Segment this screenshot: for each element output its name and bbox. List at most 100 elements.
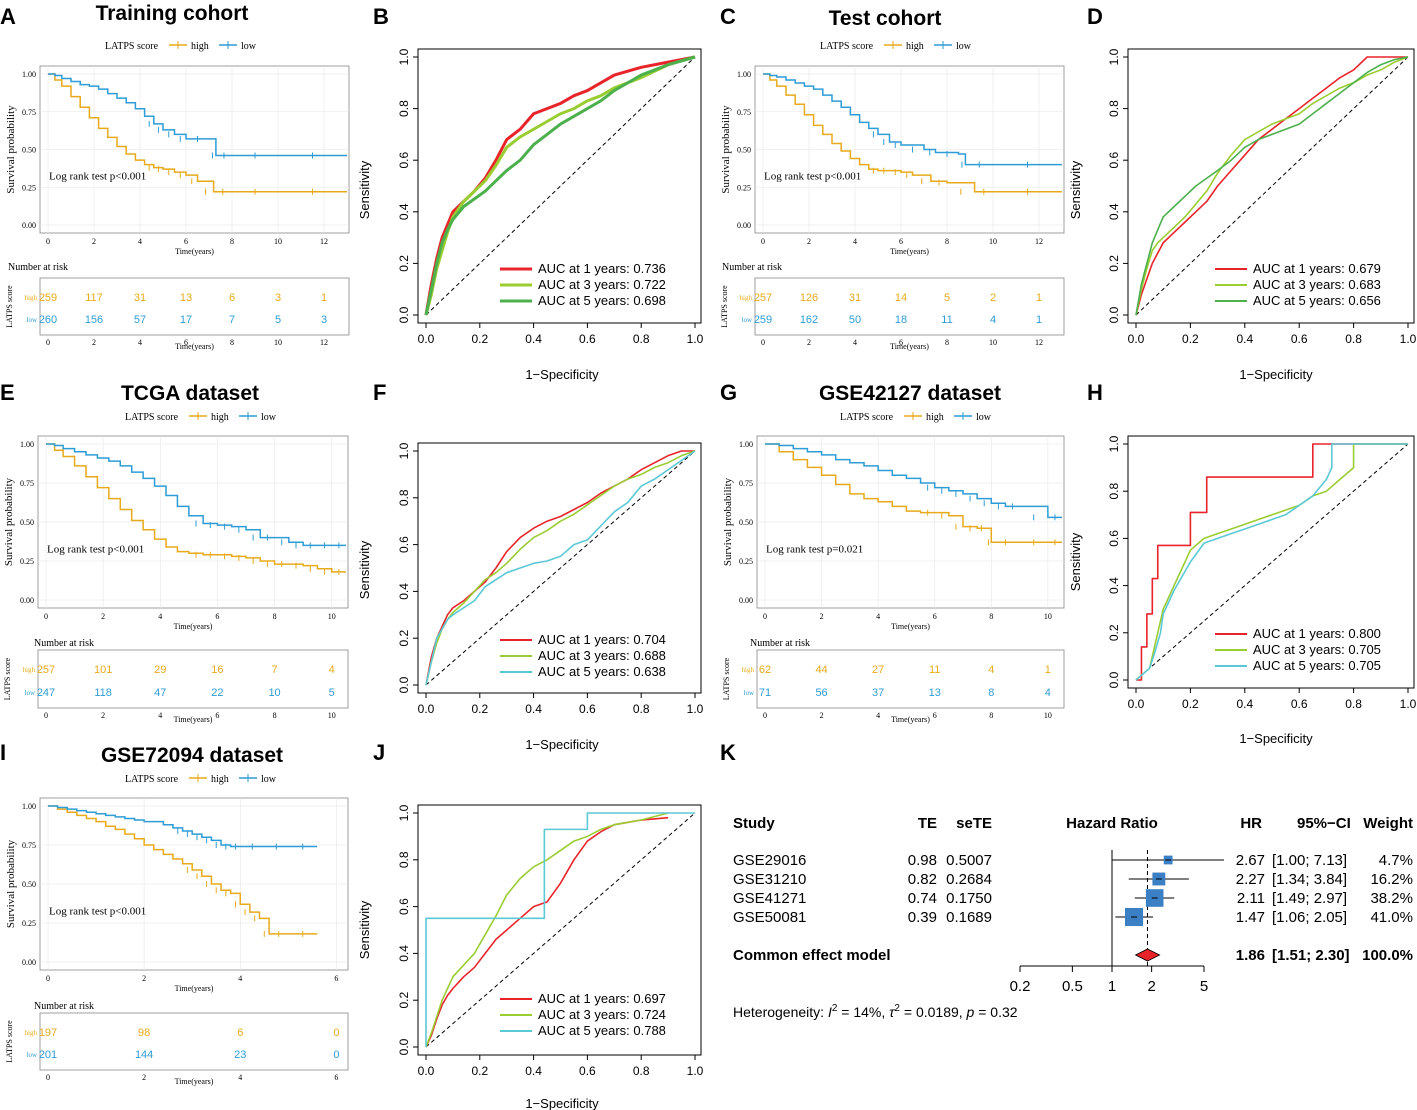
km-curve-low	[763, 73, 1062, 166]
x-tick-label: 0.6	[579, 1064, 596, 1078]
km-title: TCGA dataset	[121, 382, 259, 405]
het-tau-sup: 2	[894, 1003, 900, 1014]
y-tick-label: 0.6	[397, 152, 411, 169]
risk-count-high: 62	[759, 664, 771, 676]
x-tick-label: 1.0	[687, 702, 704, 716]
het-p-value: = 0.32	[974, 1004, 1017, 1020]
study-te: 0.82	[908, 871, 937, 888]
roc-panel-F: F 0.0 0.0 0.2 0.2 0.4 0.4 0.6 0.6 0.8 0.8 1.0 1.0 1−S…	[357, 380, 704, 752]
x-axis-label: Time(years)	[174, 622, 213, 631]
x-tick-label: 1.0	[687, 332, 704, 346]
roc-panel-D: D 0.0 0.0 0.2 0.2 0.4 0.4 0.6 0.6 0.8 0.8 1.0 1.0 1−S…	[1068, 4, 1417, 382]
risk-x-tick: 10	[274, 338, 282, 347]
logrank-pvalue: Log rank test p<0.001	[764, 171, 861, 183]
risk-table-frame	[39, 277, 350, 336]
het-tau-value: = 0.0189,	[900, 1004, 967, 1020]
study-ci: [1.49; 2.97]	[1272, 890, 1347, 907]
x-tick-label: 1.0	[1400, 332, 1417, 346]
logrank-pvalue: Log rank test p<0.001	[47, 544, 144, 556]
risk-count-low: 5	[329, 687, 335, 699]
risk-count-low: 118	[94, 687, 112, 699]
risk-row-label-low: low	[27, 1051, 38, 1059]
risk-table-title: Number at risk	[34, 1001, 94, 1012]
y-tick-label: 0.00	[22, 958, 36, 967]
risk-count-low: 144	[135, 1049, 153, 1061]
risk-count-low: 10	[268, 687, 280, 699]
y-tick-label: 0.50	[739, 518, 753, 527]
risk-count-high: 257	[37, 664, 55, 676]
roc-plot-frame	[417, 442, 702, 694]
hr-axis-tick-label: 1	[1108, 978, 1116, 995]
study-sete: 0.1750	[946, 890, 992, 907]
risk-count-low: 4	[1045, 687, 1051, 699]
legend-label-1: AUC at 1 years: 0.697	[538, 991, 666, 1006]
legend-low-label: low	[241, 41, 257, 52]
risk-count-low: 57	[134, 314, 146, 326]
legend-label-2: AUC at 3 years: 0.688	[538, 648, 666, 663]
risk-x-tick: 2	[820, 711, 824, 720]
y-axis-label: Survival probability	[722, 477, 734, 566]
hr-axis-tick-label: 0.5	[1062, 978, 1083, 995]
x-tick-label: 6	[215, 612, 219, 621]
legend-label-1: AUC at 1 years: 0.679	[1253, 261, 1381, 276]
x-tick-label: 2	[807, 237, 811, 246]
x-tick-label: 6	[899, 237, 903, 246]
risk-x-tick: 8	[989, 711, 993, 720]
het-tau-symbol: τ	[889, 1004, 895, 1020]
risk-table-ylabel: LATPS score	[5, 1020, 14, 1063]
panel-letter-J: J	[373, 740, 385, 765]
x-tick-label: 6	[334, 974, 338, 983]
y-tick-label: 0.8	[397, 851, 411, 868]
x-tick-label: 4	[138, 237, 142, 246]
y-tick-label: 0.2	[1107, 624, 1121, 641]
legend-title: LATPS score	[125, 412, 179, 423]
x-axis-label: 1−Specificity	[1239, 731, 1313, 746]
legend-high-label: high	[191, 41, 209, 52]
risk-table-title: Number at risk	[750, 638, 810, 649]
panel-letter-H: H	[1087, 380, 1103, 405]
x-tick-label: 0.2	[471, 332, 488, 346]
km-legend: LATPS score high low	[125, 412, 277, 423]
x-tick-label: 0.0	[418, 332, 435, 346]
study-te: 0.74	[908, 890, 937, 907]
x-axis-label: 1−Specificity	[525, 737, 599, 752]
risk-x-tick: 6	[933, 711, 937, 720]
risk-count-low: 13	[929, 687, 941, 699]
risk-count-high: 5	[944, 292, 950, 304]
risk-count-low: 0	[333, 1049, 339, 1061]
risk-count-low: 162	[800, 314, 818, 326]
risk-count-high: 4	[988, 664, 994, 676]
risk-table-ylabel: LATPS score	[3, 657, 12, 700]
x-tick-label: 0.4	[525, 332, 542, 346]
risk-count-low: 7	[229, 314, 235, 326]
risk-x-tick: 10	[328, 711, 336, 720]
header-study: Study	[733, 815, 775, 832]
risk-count-low: 50	[849, 314, 861, 326]
risk-x-tick: 4	[876, 711, 880, 720]
y-tick-label: 0.25	[22, 183, 36, 192]
x-tick-label: 4	[853, 237, 857, 246]
study-hr: 2.67	[1236, 852, 1265, 869]
het-prefix: Heterogeneity:	[733, 1004, 828, 1020]
y-tick-label: 0.75	[22, 108, 36, 117]
x-tick-label: 12	[1035, 237, 1043, 246]
risk-count-high: 44	[815, 664, 827, 676]
y-tick-label: 0.2	[397, 255, 411, 272]
legend-label-3: AUC at 5 years: 0.788	[538, 1023, 666, 1038]
legend-label-2: AUC at 3 years: 0.683	[1253, 277, 1381, 292]
risk-count-high: 1	[1045, 664, 1051, 676]
y-axis-label: Survival probability	[5, 105, 17, 194]
x-tick-label: 0.8	[633, 1064, 650, 1078]
risk-x-label: Time(years)	[175, 1077, 214, 1086]
risk-x-tick: 2	[142, 1073, 146, 1082]
y-axis-label: Sensitivity	[1068, 160, 1083, 219]
legend-low-label: low	[261, 774, 277, 785]
study-ci: [1.00; 7.13]	[1272, 852, 1347, 869]
x-tick-label: 0	[761, 237, 765, 246]
risk-count-low: 156	[85, 314, 103, 326]
risk-count-low: 3	[321, 314, 327, 326]
risk-row-label-high: high	[25, 1029, 38, 1037]
